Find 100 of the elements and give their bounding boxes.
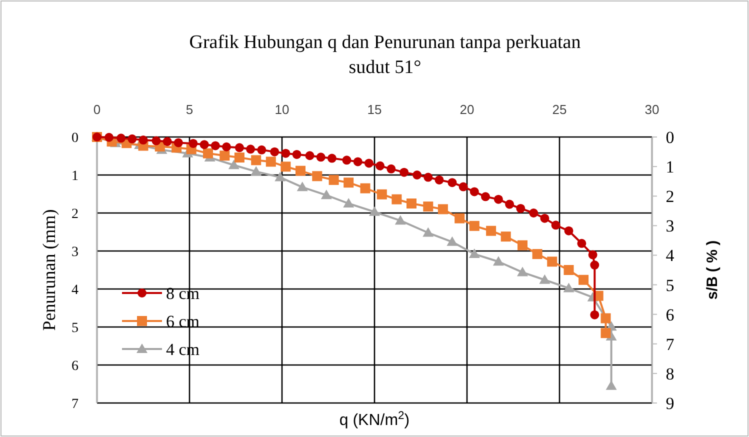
- point: [539, 274, 550, 284]
- point: [564, 265, 574, 275]
- point: [305, 151, 314, 160]
- point: [343, 198, 354, 208]
- point: [578, 274, 589, 285]
- y-tick-label: 6: [72, 359, 78, 374]
- point: [292, 150, 302, 159]
- point: [246, 144, 256, 154]
- point: [152, 136, 161, 146]
- point: [220, 150, 230, 161]
- point: [400, 168, 409, 177]
- point: [266, 156, 276, 167]
- point: [234, 143, 244, 152]
- point: [494, 194, 503, 204]
- point: [274, 172, 286, 182]
- point: [394, 215, 406, 225]
- y2-tick-label: 7: [666, 334, 675, 354]
- point: [517, 266, 528, 276]
- point: [228, 160, 240, 170]
- point: [320, 190, 332, 200]
- point: [360, 183, 370, 194]
- point: [162, 137, 172, 146]
- point: [500, 232, 511, 242]
- point: [353, 157, 362, 166]
- y2-tick-label: 5: [666, 276, 674, 295]
- point: [312, 171, 322, 182]
- point: [257, 145, 266, 154]
- point: [458, 182, 468, 192]
- point: [369, 206, 380, 216]
- point: [200, 140, 209, 150]
- x-tick-label: 20: [460, 102, 474, 117]
- y2-tick-label: 1: [666, 158, 674, 177]
- point: [281, 148, 290, 158]
- point: [392, 194, 402, 204]
- point: [600, 313, 611, 324]
- x-axis-title: q (KN/m$^{2}$): [339, 410, 410, 429]
- x-tick-label: 5: [186, 102, 194, 117]
- point: [296, 166, 306, 176]
- point: [422, 227, 434, 237]
- x-tick-label: 15: [367, 102, 382, 117]
- point: [364, 158, 374, 168]
- point: [606, 380, 617, 390]
- point: [342, 156, 352, 165]
- point: [532, 249, 542, 260]
- y-tick-label: 3: [72, 245, 78, 260]
- point: [412, 170, 422, 180]
- point: [250, 166, 262, 176]
- point: [434, 175, 444, 184]
- point: [423, 202, 434, 212]
- point: [454, 213, 465, 224]
- point: [505, 200, 514, 209]
- point: [564, 226, 574, 236]
- point: [516, 204, 526, 213]
- y2-tick-label: 9: [666, 394, 674, 413]
- point: [590, 260, 600, 270]
- x-tick-label: 0: [93, 102, 101, 117]
- point: [234, 152, 244, 163]
- point: [104, 132, 114, 142]
- y-tick-label: 4: [72, 283, 78, 298]
- point: [316, 152, 326, 162]
- point: [481, 192, 490, 202]
- point: [563, 282, 574, 292]
- point: [210, 141, 220, 150]
- point: [486, 226, 496, 236]
- point: [174, 138, 183, 148]
- point: [529, 208, 538, 218]
- point: [327, 154, 336, 163]
- x-tick-label: 10: [274, 102, 290, 117]
- point: [540, 214, 550, 223]
- point: [222, 142, 231, 152]
- point: [600, 328, 611, 338]
- point: [270, 147, 280, 156]
- y2-tick-label: 6: [666, 305, 674, 324]
- y-tick-label: 2: [72, 207, 78, 222]
- point: [376, 189, 387, 200]
- point: [128, 134, 137, 144]
- point: [386, 164, 396, 174]
- x-tick-label: 30: [644, 102, 660, 117]
- y2-tick-label: 0: [666, 128, 674, 147]
- point: [518, 240, 528, 250]
- y-tick-label: 7: [72, 397, 78, 412]
- point: [446, 236, 458, 246]
- point: [577, 238, 586, 248]
- point: [468, 248, 480, 258]
- y-tick-label: 5: [72, 321, 78, 336]
- point: [280, 162, 291, 172]
- point: [470, 187, 479, 196]
- y-tick-label: 0: [72, 131, 78, 146]
- point: [406, 198, 416, 208]
- point: [492, 256, 504, 266]
- point: [344, 178, 354, 188]
- x-tick-label: 25: [552, 102, 567, 117]
- chart-title: Grafik Hubungan q dan Penurunan tanpa perkuatan sudut 51°: [189, 32, 582, 78]
- point: [424, 172, 433, 182]
- point: [551, 220, 560, 230]
- point: [296, 182, 308, 192]
- point: [590, 310, 600, 320]
- point: [203, 148, 213, 158]
- point: [438, 204, 448, 214]
- y2-tick-label: 4: [666, 246, 675, 266]
